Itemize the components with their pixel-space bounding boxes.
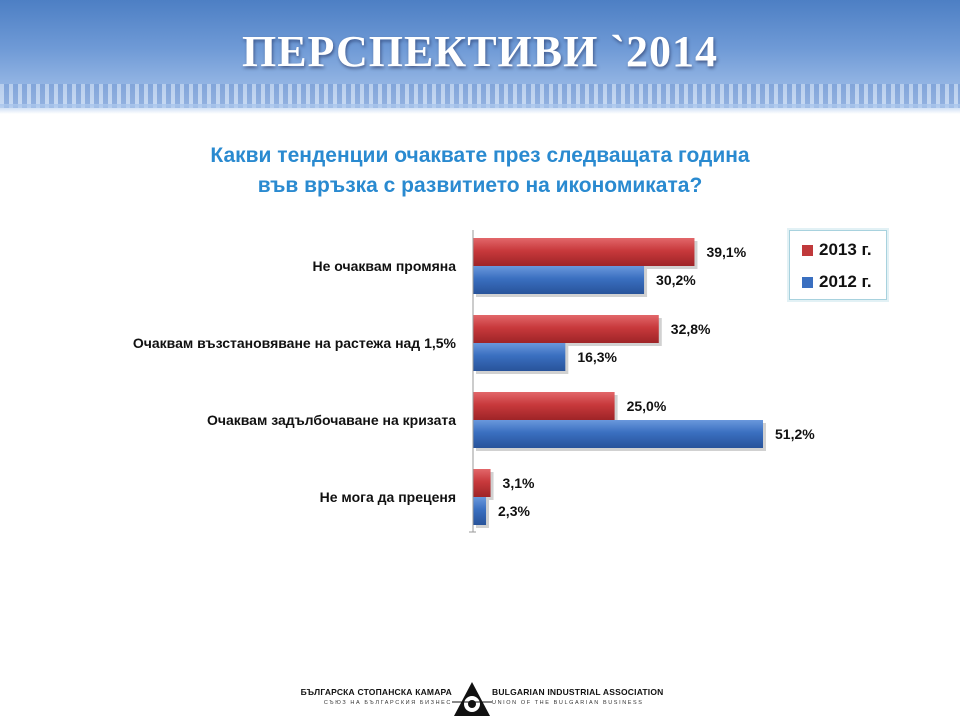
data-label-2012: 2,3% xyxy=(498,503,530,519)
data-label-2012: 51,2% xyxy=(775,426,815,442)
bar-2013 xyxy=(473,238,695,266)
footer-left: БЪЛГАРСКА СТОПАНСКА КАМАРА СЪЮЗ НА БЪЛГА… xyxy=(300,687,452,706)
data-label-2013: 25,0% xyxy=(627,398,667,414)
data-label-2013: 39,1% xyxy=(706,244,746,260)
category-label: Очаквам възстановяване на растежа над 1,… xyxy=(133,335,457,351)
legend-swatch-2012 xyxy=(802,276,813,288)
legend-label-2012: 2012 г. xyxy=(819,272,872,291)
header-banner xyxy=(0,0,960,108)
data-label-2012: 30,2% xyxy=(656,272,696,288)
organization-logo-icon xyxy=(452,682,492,716)
category-label: Не мога да преценя xyxy=(320,489,456,505)
footer-bg-sub: СЪЮЗ НА БЪЛГАРСКИЯ БИЗНЕС xyxy=(323,700,452,706)
data-label-2013: 32,8% xyxy=(671,321,711,337)
legend-item-2013: 2013 г. xyxy=(802,239,872,261)
data-label-2012: 16,3% xyxy=(577,349,617,365)
header-fade xyxy=(0,104,960,114)
bar-2012 xyxy=(473,420,763,448)
bar-2012 xyxy=(473,343,566,371)
question-line-2: във връзка с развитието на икономиката? xyxy=(257,174,703,197)
bar-2013 xyxy=(473,469,491,497)
footer-en-name: BULGARIAN INDUSTRIAL ASSOCIATION xyxy=(492,687,664,697)
legend-label-2013: 2013 г. xyxy=(819,240,872,259)
page-title: ПЕРСПЕКТИВИ `2014 xyxy=(241,27,719,76)
bar-2012 xyxy=(473,497,487,525)
category-label: Очаквам задълбочаване на кризата xyxy=(207,412,456,428)
footer-en-sub: UNION OF THE BULGARIAN BUSINESS xyxy=(492,700,644,706)
category-label: Не очаквам промяна xyxy=(312,258,456,274)
bar-2013 xyxy=(473,315,659,343)
footer-right: BULGARIAN INDUSTRIAL ASSOCIATION UNION O… xyxy=(492,687,664,706)
question-line-1: Какви тенденции очаквате през следващата… xyxy=(210,144,750,167)
footer-logo-block: БЪЛГАРСКА СТОПАНСКА КАМАРА СЪЮЗ НА БЪЛГА… xyxy=(300,680,663,720)
bar-2012 xyxy=(473,266,645,294)
data-label-2013: 3,1% xyxy=(503,475,535,491)
footer-bg-name: БЪЛГАРСКА СТОПАНСКА КАМАРА xyxy=(300,687,452,697)
chart-legend: 2013 г. 2012 г. xyxy=(789,230,887,300)
chart-question: Какви тенденции очаквате през следващата… xyxy=(120,141,840,201)
legend-swatch-2013 xyxy=(802,244,813,256)
bar-chart: Не очаквам промяна 39,1% 30,2% Очаквам възс… xyxy=(133,230,815,533)
legend-item-2012: 2012 г. xyxy=(802,271,872,293)
bar-2013 xyxy=(473,392,615,420)
